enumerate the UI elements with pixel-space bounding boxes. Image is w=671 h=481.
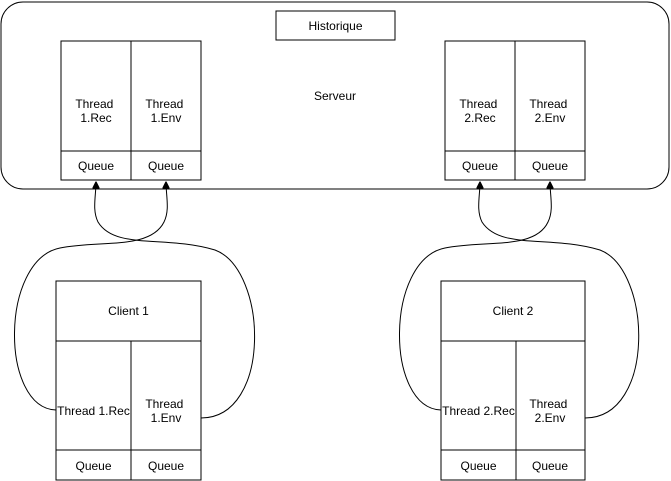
history-node: Historique bbox=[275, 10, 396, 41]
client-2-thread-env-label: Thread 2.Env bbox=[529, 397, 570, 425]
server-thread-2-rec-label: Thread 2.Rec bbox=[459, 97, 500, 125]
server-thread-1-env-queue-label: Queue bbox=[148, 159, 184, 173]
server-thread-1-rec-queue-label: Queue bbox=[78, 159, 114, 173]
client-1-env-queue-label: Queue bbox=[148, 459, 184, 473]
client-2-rec-queue-label: Queue bbox=[460, 459, 496, 473]
client-2-node: Client 2 Thread 2.Rec Thread 2.Env Queue… bbox=[440, 280, 586, 481]
client-1-title: Client 1 bbox=[108, 304, 149, 318]
server-thread-2-env-label: Thread 2.Env bbox=[529, 97, 570, 125]
connector-client2-rec-to-server-env2 bbox=[399, 182, 551, 411]
history-label: Historique bbox=[308, 19, 362, 33]
server-thread-1-env-box bbox=[130, 40, 202, 181]
server-thread-group-2: Thread 2.Rec Thread 2.Env Queue Queue bbox=[444, 40, 586, 181]
server-label: Serveur bbox=[314, 89, 356, 103]
server-thread-group-1: Thread 1.Rec Thread 1.Env Queue Queue bbox=[60, 40, 202, 181]
server-thread-1-rec-label: Thread 1.Rec bbox=[75, 97, 116, 125]
connector-client1-rec-to-server-env1 bbox=[14, 182, 167, 411]
server-thread-1-env-label: Thread 1.Env bbox=[145, 97, 186, 125]
client-1-thread-rec-label: Thread 1.Rec bbox=[57, 404, 130, 418]
server-thread-2-env-box bbox=[514, 40, 586, 181]
client-1-thread-env-label: Thread 1.Env bbox=[145, 397, 186, 425]
client-1-outline bbox=[55, 280, 202, 481]
client-2-title: Client 2 bbox=[493, 304, 534, 318]
client-2-outline bbox=[440, 280, 586, 481]
client-1-node: Client 1 Thread 1.Rec Thread 1.Env Queue… bbox=[55, 280, 202, 481]
server-thread-1-rec-box bbox=[60, 40, 132, 181]
server-thread-2-rec-queue-label: Queue bbox=[462, 159, 498, 173]
connector-client2-env-to-server-rec2 bbox=[479, 182, 640, 419]
client-1-rec-queue-label: Queue bbox=[75, 459, 111, 473]
client-2-thread-rec-label: Thread 2.Rec bbox=[442, 404, 515, 418]
server-thread-2-rec-box bbox=[444, 40, 516, 181]
client-2-env-queue-label: Queue bbox=[532, 459, 568, 473]
server-container: Serveur Historique Thread 1.Rec Thread 1… bbox=[0, 1, 670, 190]
history-box bbox=[275, 10, 396, 41]
server-thread-2-env-queue-label: Queue bbox=[532, 159, 568, 173]
connector-client1-env-to-server-rec1 bbox=[95, 182, 256, 419]
